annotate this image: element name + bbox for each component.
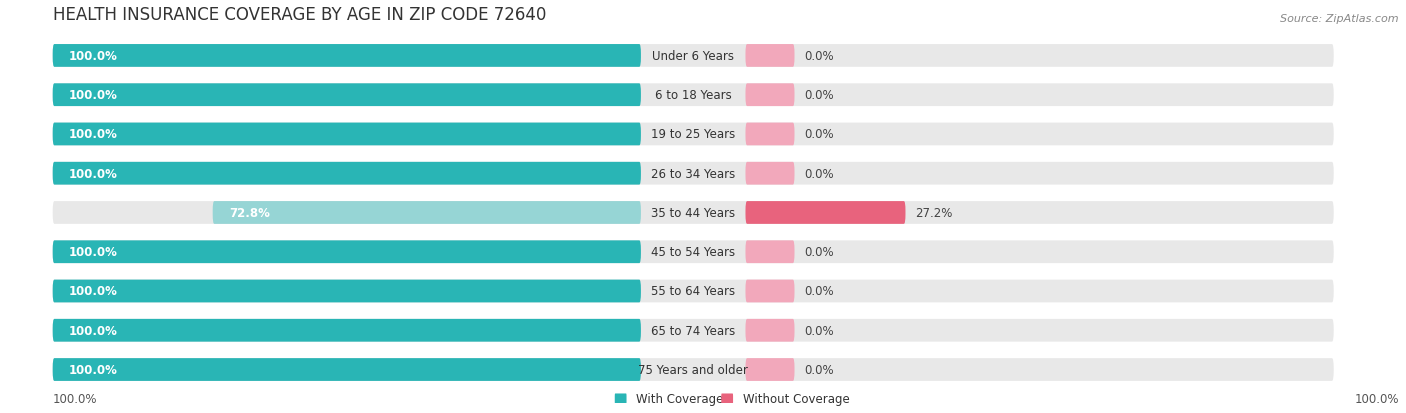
FancyBboxPatch shape	[52, 123, 1334, 146]
FancyBboxPatch shape	[52, 319, 641, 342]
FancyBboxPatch shape	[52, 280, 641, 303]
FancyBboxPatch shape	[745, 241, 794, 263]
FancyBboxPatch shape	[52, 202, 1334, 224]
FancyBboxPatch shape	[745, 319, 794, 342]
Text: 0.0%: 0.0%	[804, 324, 834, 337]
Text: 0.0%: 0.0%	[804, 167, 834, 180]
Text: 55 to 64 Years: 55 to 64 Years	[651, 285, 735, 298]
Text: 0.0%: 0.0%	[804, 89, 834, 102]
Text: 100.0%: 100.0%	[69, 128, 118, 141]
FancyBboxPatch shape	[745, 280, 794, 303]
FancyBboxPatch shape	[614, 394, 627, 404]
FancyBboxPatch shape	[52, 162, 641, 185]
Text: 0.0%: 0.0%	[804, 50, 834, 63]
FancyBboxPatch shape	[52, 358, 1334, 381]
Text: 0.0%: 0.0%	[804, 246, 834, 259]
Text: 19 to 25 Years: 19 to 25 Years	[651, 128, 735, 141]
Text: 75 Years and older: 75 Years and older	[638, 363, 748, 376]
Text: 35 to 44 Years: 35 to 44 Years	[651, 206, 735, 219]
FancyBboxPatch shape	[52, 123, 641, 146]
FancyBboxPatch shape	[745, 84, 794, 107]
Text: HEALTH INSURANCE COVERAGE BY AGE IN ZIP CODE 72640: HEALTH INSURANCE COVERAGE BY AGE IN ZIP …	[52, 6, 546, 24]
FancyBboxPatch shape	[52, 84, 641, 107]
Text: 0.0%: 0.0%	[804, 285, 834, 298]
Text: 0.0%: 0.0%	[804, 128, 834, 141]
FancyBboxPatch shape	[52, 241, 1334, 263]
Text: With Coverage: With Coverage	[637, 392, 724, 406]
FancyBboxPatch shape	[52, 45, 1334, 68]
FancyBboxPatch shape	[52, 280, 1334, 303]
FancyBboxPatch shape	[745, 45, 794, 68]
FancyBboxPatch shape	[52, 358, 641, 381]
Text: 100.0%: 100.0%	[69, 246, 118, 259]
Text: 100.0%: 100.0%	[69, 50, 118, 63]
FancyBboxPatch shape	[212, 202, 641, 224]
FancyBboxPatch shape	[721, 394, 733, 404]
Text: Without Coverage: Without Coverage	[742, 392, 849, 406]
FancyBboxPatch shape	[52, 45, 641, 68]
Text: 100.0%: 100.0%	[69, 285, 118, 298]
Text: 6 to 18 Years: 6 to 18 Years	[655, 89, 731, 102]
FancyBboxPatch shape	[745, 123, 794, 146]
FancyBboxPatch shape	[52, 84, 1334, 107]
Text: Under 6 Years: Under 6 Years	[652, 50, 734, 63]
Text: 72.8%: 72.8%	[229, 206, 270, 219]
Text: Source: ZipAtlas.com: Source: ZipAtlas.com	[1281, 14, 1399, 24]
Text: 0.0%: 0.0%	[804, 363, 834, 376]
FancyBboxPatch shape	[52, 319, 1334, 342]
FancyBboxPatch shape	[52, 241, 641, 263]
Text: 100.0%: 100.0%	[1354, 392, 1399, 406]
FancyBboxPatch shape	[745, 202, 905, 224]
Text: 100.0%: 100.0%	[69, 167, 118, 180]
Text: 100.0%: 100.0%	[69, 363, 118, 376]
FancyBboxPatch shape	[745, 358, 794, 381]
Text: 27.2%: 27.2%	[915, 206, 953, 219]
Text: 100.0%: 100.0%	[69, 324, 118, 337]
FancyBboxPatch shape	[52, 162, 1334, 185]
FancyBboxPatch shape	[745, 162, 794, 185]
Text: 45 to 54 Years: 45 to 54 Years	[651, 246, 735, 259]
Text: 100.0%: 100.0%	[69, 89, 118, 102]
Text: 100.0%: 100.0%	[52, 392, 97, 406]
Text: 26 to 34 Years: 26 to 34 Years	[651, 167, 735, 180]
Text: 65 to 74 Years: 65 to 74 Years	[651, 324, 735, 337]
